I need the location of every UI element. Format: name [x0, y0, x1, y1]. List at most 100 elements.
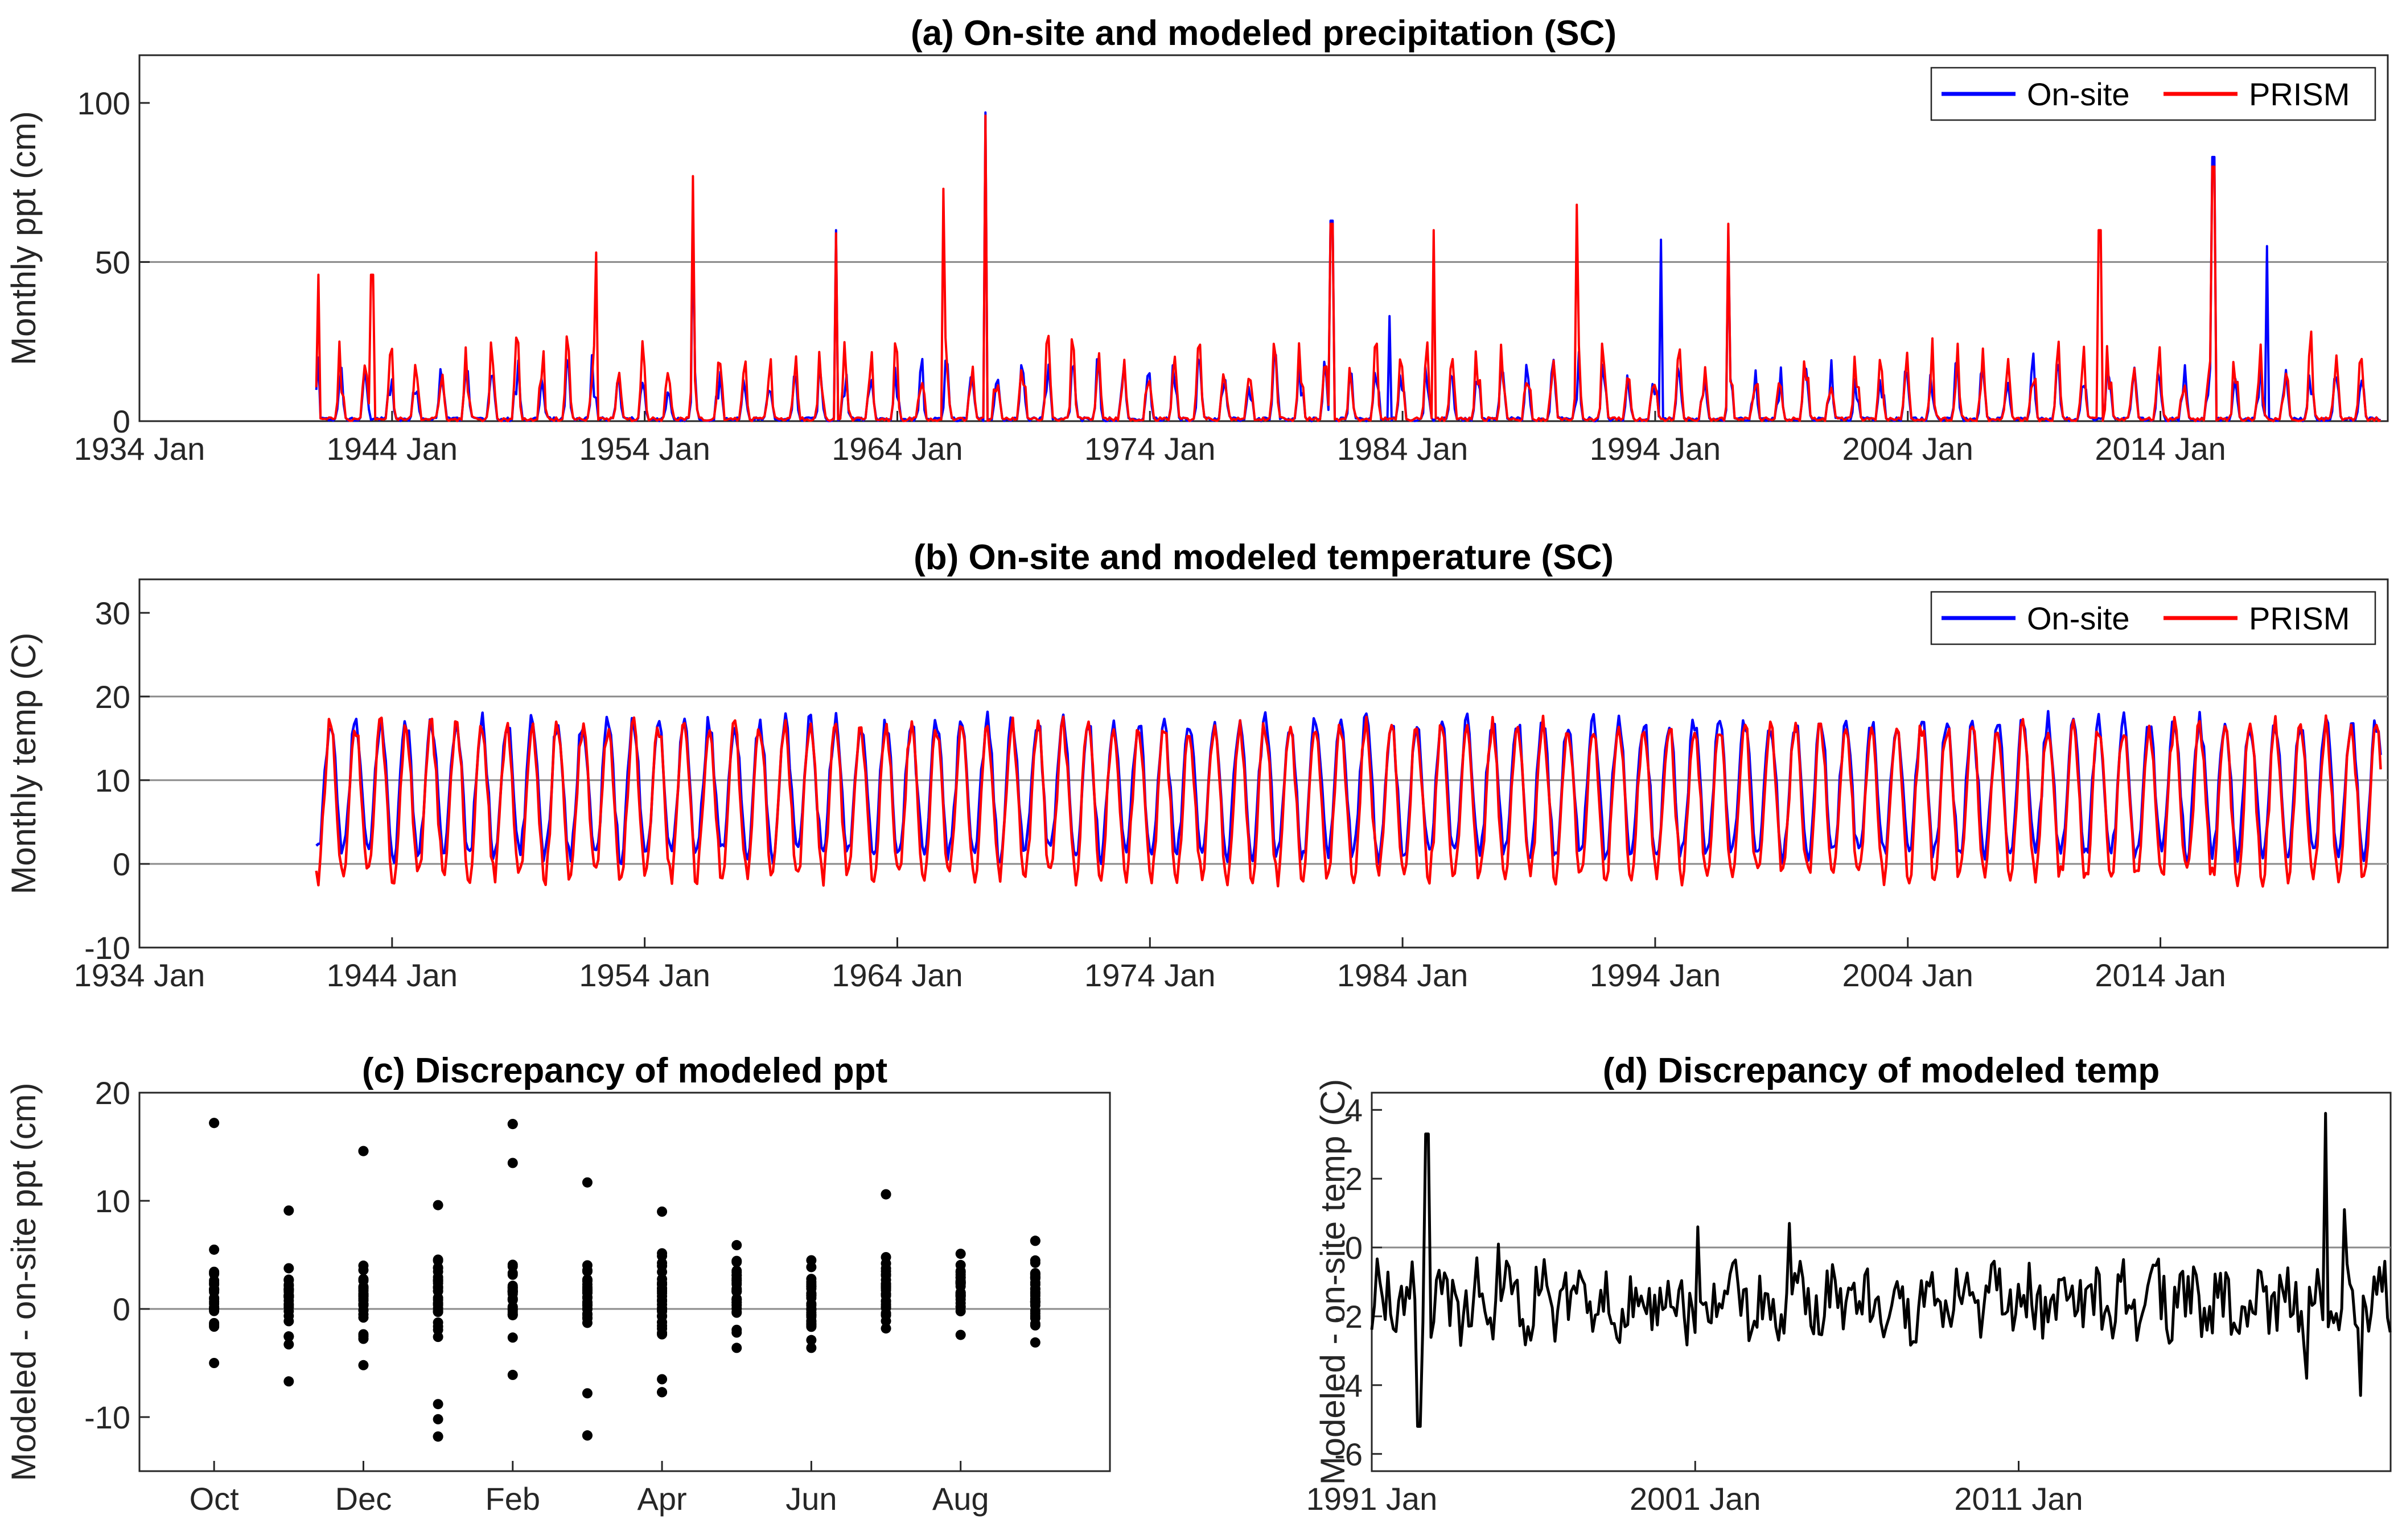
- legend-label: PRISM: [2249, 600, 2350, 636]
- scatter-point-jan: [433, 1200, 443, 1210]
- scatter-point-mar: [582, 1388, 593, 1399]
- scatter-point-may: [731, 1270, 742, 1280]
- scatter-point-jun: [806, 1304, 817, 1315]
- scatter-point-dec: [358, 1281, 369, 1292]
- y-tick-label: -2: [1334, 1299, 1363, 1335]
- x-tick-label: 1954 Jan: [579, 431, 710, 467]
- y-tick-label: -4: [1334, 1368, 1363, 1403]
- x-tick-label: 1934 Jan: [74, 431, 205, 467]
- scatter-point-feb: [507, 1268, 518, 1279]
- scatter-point-nov: [283, 1376, 294, 1387]
- scatter-point-apr: [657, 1311, 668, 1322]
- y-tick-label: -10: [84, 930, 130, 966]
- scatter-point-may: [731, 1299, 742, 1310]
- scatter-point-may: [731, 1286, 742, 1297]
- chart-title: (a) On-site and modeled precipitation (S…: [911, 14, 1617, 53]
- scatter-point-jan: [433, 1332, 443, 1343]
- scatter-point-jan: [433, 1431, 443, 1442]
- scatter-point-dec: [358, 1360, 369, 1370]
- scatter-point-dec: [358, 1146, 369, 1156]
- scatter-point-jun: [806, 1280, 817, 1291]
- y-tick-label: 100: [77, 85, 130, 121]
- scatter-point-mar: [582, 1177, 593, 1188]
- scatter-point-sep: [1030, 1313, 1040, 1324]
- scatter-point-apr: [657, 1279, 668, 1290]
- scatter-point-aug: [955, 1298, 966, 1308]
- scatter-point-oct: [209, 1358, 220, 1368]
- scatter-point-nov: [283, 1205, 294, 1216]
- scatter-point-feb: [507, 1304, 518, 1315]
- scatter-point-sep: [1030, 1257, 1040, 1268]
- scatter-point-oct: [209, 1266, 220, 1277]
- chart-title: (b) On-site and modeled temperature (SC): [914, 538, 1614, 577]
- x-tick-label: Aug: [932, 1481, 989, 1517]
- x-tick-label: 1934 Jan: [74, 957, 205, 993]
- x-tick-label: 1964 Jan: [832, 431, 963, 467]
- scatter-point-oct: [209, 1284, 220, 1295]
- scatter-point-oct: [209, 1275, 220, 1286]
- y-tick-label: 10: [95, 763, 130, 798]
- y-tick-label: 0: [113, 403, 130, 439]
- panel-c-ppt-discrepancy: Oct Dec Feb Apr Jun Aug -10 0 10 20 (c) Discrepanc…: [5, 1051, 1111, 1517]
- x-tick-label: 1991 Jan: [1306, 1481, 1437, 1517]
- scatter-point-apr: [657, 1258, 668, 1269]
- y-tick-label: 30: [95, 595, 130, 631]
- x-tick-label: 1964 Jan: [832, 957, 963, 993]
- y-tick-label: 10: [95, 1183, 130, 1219]
- scatter-point-feb: [507, 1158, 518, 1168]
- scatter-point-jan: [433, 1282, 443, 1292]
- scatter-point-jun: [806, 1343, 817, 1353]
- y-tick-label: 4: [1345, 1092, 1363, 1128]
- scatter-point-jun: [806, 1315, 817, 1326]
- panel-a-precipitation: 1934 Jan 1944 Jan 1954 Jan 1964 Jan 1974 Jan…: [5, 14, 2389, 467]
- x-tick-label: 1954 Jan: [579, 957, 710, 993]
- x-tick-label: 1974 Jan: [1084, 431, 1215, 467]
- scatter-point-aug: [955, 1267, 966, 1278]
- chart-title: (c) Discrepancy of modeled ppt: [362, 1051, 887, 1090]
- scatter-point-sep: [1030, 1279, 1040, 1290]
- scatter-point-jan: [433, 1255, 443, 1266]
- scatter-point-apr: [657, 1374, 668, 1385]
- chart-title: (d) Discrepancy of modeled temp: [1603, 1051, 2160, 1090]
- x-tick-label: 2004 Jan: [1842, 957, 1973, 993]
- y-axis-label: Modeled - on-site ppt (cm): [5, 1082, 43, 1481]
- scatter-point-may: [731, 1324, 742, 1335]
- scatter-point-dec: [358, 1265, 369, 1275]
- x-tick-label: 2014 Jan: [2095, 431, 2226, 467]
- scatter-point-jan: [433, 1299, 443, 1310]
- y-tick-label: 50: [95, 244, 130, 280]
- scatter-point-jul: [881, 1251, 891, 1262]
- scatter-point-jan: [433, 1414, 443, 1424]
- x-tick-label: 1974 Jan: [1084, 957, 1215, 993]
- series-line-prism: [315, 714, 2382, 888]
- scatter-point-mar: [582, 1312, 593, 1323]
- scatter-point-jul: [881, 1283, 891, 1294]
- series-line-prism: [315, 114, 2382, 422]
- scatter-point-aug: [955, 1329, 966, 1340]
- x-tick-label: 2011 Jan: [1954, 1481, 2083, 1517]
- scatter-point-nov: [283, 1291, 294, 1302]
- scatter-point-nov: [283, 1339, 294, 1350]
- plot-area-2: [138, 1092, 1111, 1472]
- scatter-point-sep: [1030, 1287, 1040, 1298]
- series-line-discrepancy: [1370, 1111, 2392, 1428]
- x-tick-label: 1984 Jan: [1337, 431, 1468, 467]
- scatter-point-apr: [657, 1323, 668, 1334]
- scatter-point-apr: [657, 1291, 668, 1302]
- x-tick-label: 2001 Jan: [1630, 1481, 1761, 1517]
- scatter-point-aug: [955, 1306, 966, 1317]
- scatter-point-feb: [507, 1119, 518, 1130]
- x-tick-label: 1944 Jan: [327, 431, 458, 467]
- y-axis-label: Monthly temp (C): [5, 632, 43, 894]
- legend-label: PRISM: [2249, 76, 2350, 112]
- scatter-point-aug: [955, 1275, 966, 1286]
- scatter-point-may: [731, 1240, 742, 1250]
- scatter-point-nov: [283, 1311, 294, 1321]
- scatter-point-mar: [582, 1430, 593, 1441]
- scatter-point-oct: [209, 1244, 220, 1255]
- scatter-point-mar: [582, 1275, 593, 1286]
- scatter-point-sep: [1030, 1297, 1040, 1308]
- scatter-point-nov: [283, 1279, 294, 1290]
- legend-label: On-site: [2027, 76, 2130, 112]
